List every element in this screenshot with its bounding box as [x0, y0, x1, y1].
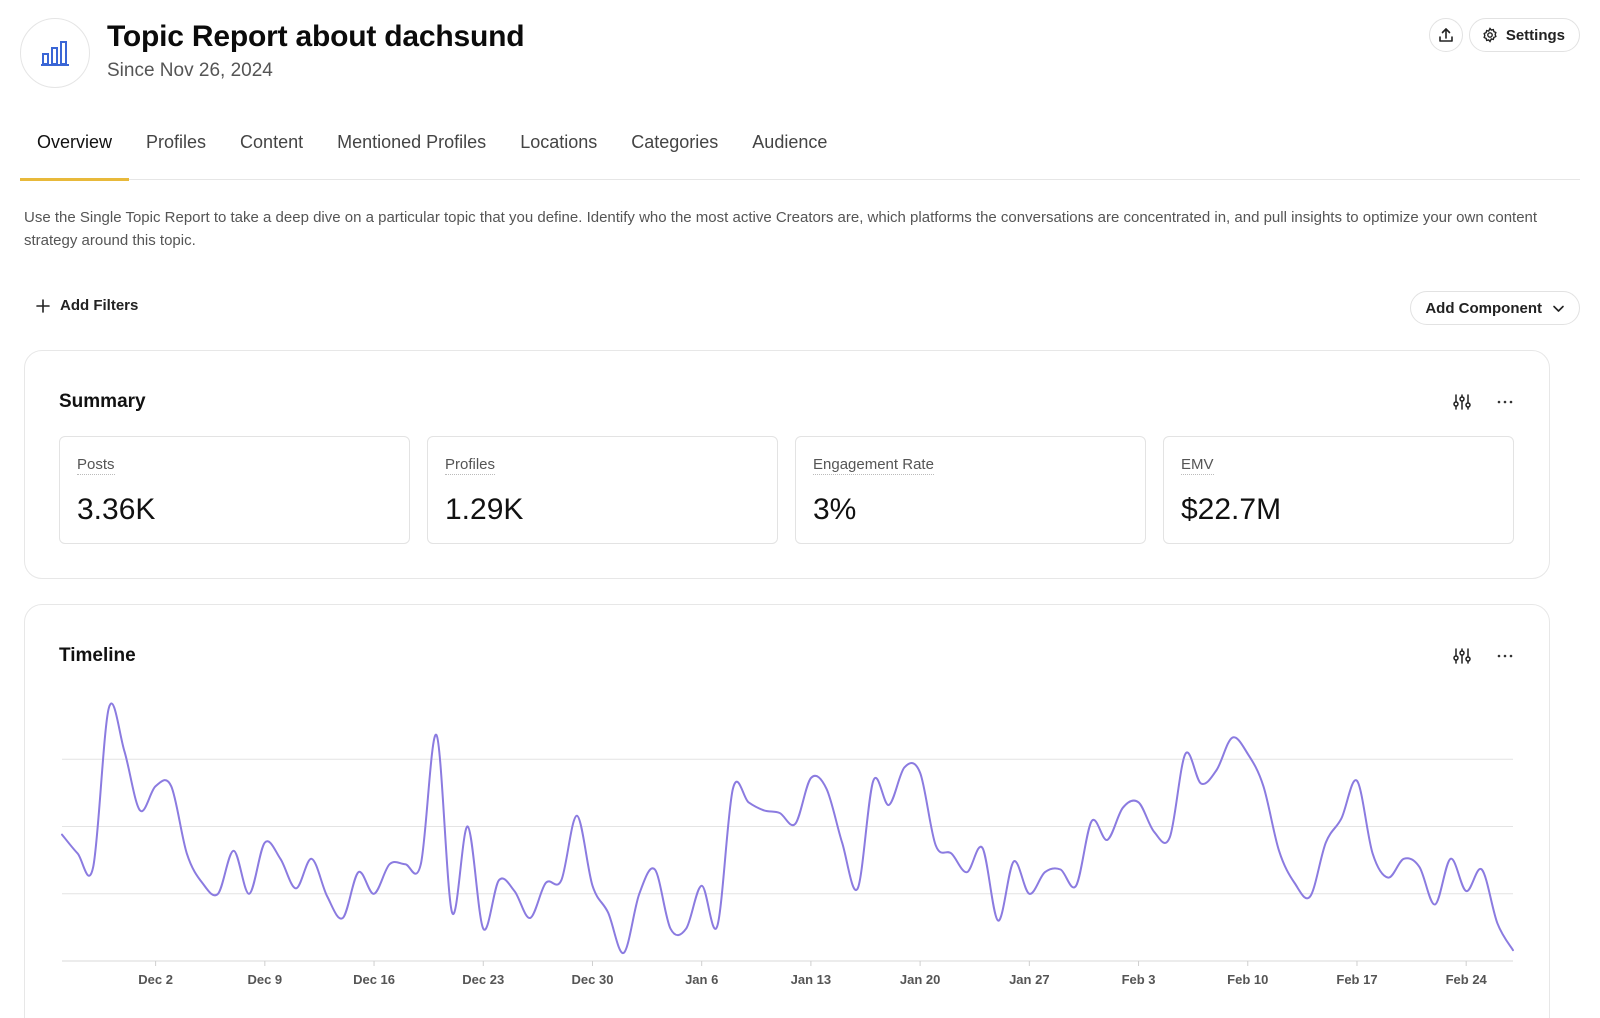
tab-content[interactable]: Content	[240, 132, 304, 152]
timeline-chart: Dec 2 Dec 9 Dec 16 Dec 23 Dec 30 Jan 6 Jan 13 J…	[61, 702, 1514, 987]
stat-card-engagement-rate: Engagement Rate 3%	[795, 436, 1146, 544]
x-axis: Dec 2 Dec 9 Dec 16 Dec 23 Dec 30 Jan 6 Jan 13 J…	[138, 961, 1488, 987]
more-options-icon[interactable]	[1497, 399, 1513, 405]
add-filters-button[interactable]: Add Filters	[36, 297, 138, 314]
tab-locations[interactable]: Locations	[520, 132, 598, 152]
summary-tools	[1453, 393, 1513, 411]
gear-icon	[1483, 27, 1497, 43]
sliders-icon[interactable]	[1453, 393, 1471, 411]
report-tabs: Overview Profiles Content Mentioned Prof…	[20, 118, 1580, 181]
x-tick-label: Dec 30	[572, 972, 614, 987]
x-tick-label: Jan 27	[1009, 972, 1049, 987]
tab-audience[interactable]: Audience	[752, 132, 828, 152]
series-line	[61, 702, 1514, 954]
x-tick-label: Jan 20	[900, 972, 940, 987]
tab-categories[interactable]: Categories	[631, 132, 719, 152]
chevron-down-icon	[1553, 305, 1564, 312]
stat-value: 3.36K	[77, 493, 156, 526]
add-filters-label: Add Filters	[60, 297, 139, 314]
summary-card: Summary Posts 3.36K Profiles 1.29K Engag…	[24, 350, 1550, 579]
x-tick-label: Dec 16	[353, 972, 395, 987]
upload-icon	[1439, 28, 1453, 42]
sliders-icon[interactable]	[1453, 647, 1471, 665]
stat-label: Posts	[77, 456, 115, 475]
header-actions: Settings	[1428, 18, 1580, 52]
timeline-title: Timeline	[59, 645, 136, 666]
summary-title: Summary	[59, 391, 146, 412]
report-description: Use the Single Topic Report to take a de…	[24, 209, 1538, 249]
x-tick-label: Dec 23	[462, 972, 504, 987]
stat-value: $22.7M	[1181, 493, 1282, 526]
page-title: Topic Report about dachsund	[107, 20, 525, 53]
chart-grid	[62, 758, 1513, 962]
x-tick-label: Jan 6	[685, 972, 718, 987]
plus-icon	[36, 298, 50, 313]
page-subtitle: Since Nov 26, 2024	[107, 60, 273, 81]
bar-chart-icon	[41, 41, 69, 66]
x-tick-label: Dec 9	[247, 972, 282, 987]
x-tick-label: Feb 24	[1446, 972, 1488, 987]
x-tick-label: Feb 3	[1122, 972, 1156, 987]
timeline-tools	[1453, 647, 1513, 665]
x-tick-label: Feb 17	[1336, 972, 1377, 987]
settings-label: Settings	[1505, 26, 1565, 44]
stat-card-profiles: Profiles 1.29K	[427, 436, 778, 544]
tab-overview[interactable]: Overview	[20, 118, 130, 181]
x-tick-label: Feb 10	[1227, 972, 1268, 987]
report-logo	[20, 18, 90, 88]
stat-card-emv: EMV $22.7M	[1163, 436, 1514, 544]
add-component-button[interactable]: Add Component	[1410, 291, 1580, 325]
add-component-label: Add Component	[1425, 299, 1542, 317]
stat-card-posts: Posts 3.36K	[59, 436, 410, 544]
share-button[interactable]	[1428, 18, 1463, 52]
stat-label: EMV	[1181, 456, 1214, 475]
stat-value: 3%	[813, 493, 857, 526]
settings-button[interactable]: Settings	[1468, 18, 1580, 52]
tab-mentioned-profiles[interactable]: Mentioned Profiles	[337, 132, 487, 152]
timeline-card: Timeline Dec 2 Dec 9 Dec 16 Dec 23 Dec 30 Jan…	[24, 604, 1550, 1018]
page-header: Topic Report about dachsund Since Nov 26…	[20, 18, 1580, 90]
x-tick-label: Jan 13	[791, 972, 831, 987]
stat-value: 1.29K	[445, 493, 524, 526]
stat-label: Profiles	[445, 456, 496, 475]
tab-profiles[interactable]: Profiles	[146, 132, 207, 152]
stat-label: Engagement Rate	[813, 456, 934, 475]
more-options-icon[interactable]	[1497, 653, 1513, 659]
x-tick-label: Dec 2	[138, 972, 173, 987]
